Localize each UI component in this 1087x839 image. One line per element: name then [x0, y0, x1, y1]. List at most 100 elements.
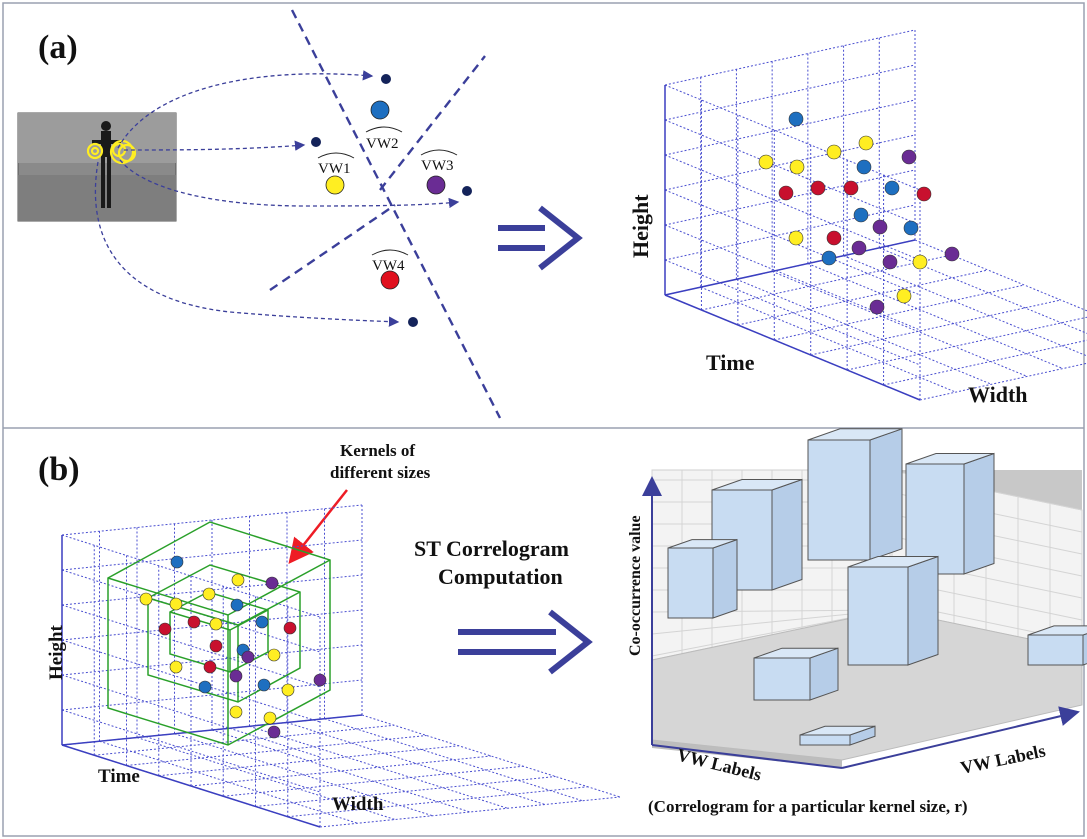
vw1-centroid [325, 175, 345, 195]
vw4-point [916, 186, 932, 202]
correlogram-z-label: Co-occurrence value [627, 515, 644, 656]
vw3-point [851, 240, 867, 256]
vw4-point [826, 230, 842, 246]
vw1-point [896, 288, 912, 304]
correlogram-y-label: VW Labels [959, 740, 1047, 777]
spatiotemporal-grid-b [61, 504, 621, 828]
correlogram-bar [1027, 625, 1087, 666]
video-frame-thumbnail [17, 112, 177, 222]
vw3-point [869, 299, 885, 315]
vw2-point [853, 207, 869, 223]
time-axis-label-a: Time [706, 350, 755, 375]
labeled-points-b [139, 555, 327, 739]
visual-word-centroids [325, 100, 446, 290]
panel-a-label: (a) [38, 29, 78, 66]
vw3-centroid [426, 175, 446, 195]
vw4-point [283, 621, 297, 635]
vw1-point [267, 648, 281, 662]
step-label-line2: Computation [438, 564, 563, 589]
transform-arrow-a [498, 205, 583, 271]
kernel-note-arrow [288, 489, 348, 564]
vw4-point [203, 660, 217, 674]
vw3-label: VW3 [421, 158, 454, 174]
vw2-point [255, 615, 269, 629]
vw1-point [139, 592, 153, 606]
width-axis-label-b: Width [332, 794, 384, 815]
vw1-point [169, 660, 183, 674]
vw1-point [789, 159, 805, 175]
vw1-point [281, 683, 295, 697]
vw3-point [267, 725, 281, 739]
vw3-point [241, 650, 255, 664]
vw3-point [229, 669, 243, 683]
correlogram-bars [667, 428, 1087, 746]
vw2-point [170, 555, 184, 569]
vw3-point [901, 149, 917, 165]
vocabulary-partition-lines [269, 9, 502, 419]
panel-b-label: (b) [38, 451, 80, 488]
vw3-point [944, 246, 960, 262]
correlogram-chart [642, 428, 1087, 769]
correlogram-caption: (Correlogram for a particular kernel siz… [648, 797, 968, 816]
spatiotemporal-grid-a [664, 29, 1087, 401]
vw4-centroid [380, 270, 400, 290]
correlogram-bar [667, 538, 738, 619]
correlogram-bar [847, 555, 939, 666]
vw1-point [209, 617, 223, 631]
height-axis-label-a: Height [628, 194, 653, 258]
kernel-large [107, 521, 331, 746]
height-axis-label-b: Height [46, 624, 67, 680]
width-axis-label-a: Width [968, 382, 1028, 407]
vw2-point [884, 180, 900, 196]
vw1-point [263, 711, 277, 725]
vw3-point [882, 254, 898, 270]
vw4-label: VW4 [372, 258, 405, 274]
vw1-point [788, 230, 804, 246]
vw1-point [758, 154, 774, 170]
vw1-point [231, 573, 245, 587]
transform-arrow-b [458, 609, 593, 675]
vw1-point [912, 254, 928, 270]
vw1-point [229, 705, 243, 719]
vw1-point [858, 135, 874, 151]
vw2-label: VW2 [366, 136, 399, 152]
vw4-point [778, 185, 794, 201]
vw3-point [872, 219, 888, 235]
y-axis-arrow [841, 706, 1080, 769]
visual-word-labels: VW2 VW1 VW3 VW4 [317, 126, 458, 274]
vw2-point [821, 250, 837, 266]
x-axis-arrow [651, 744, 843, 769]
vw1-point [169, 597, 183, 611]
correlogram-floor-front [652, 740, 842, 768]
vw4-point [209, 639, 223, 653]
kernel-boxes [107, 521, 331, 746]
vw2-point [856, 159, 872, 175]
mapping-arrows [94, 70, 460, 327]
kernel-note-line1: Kernels of [340, 441, 415, 460]
correlogram-bar [799, 725, 876, 746]
vw3-point [265, 576, 279, 590]
correlogram-bar [807, 428, 903, 561]
vw1-point [202, 587, 216, 601]
vw3-point [313, 673, 327, 687]
descriptor-points [311, 74, 472, 327]
vw4-point [158, 622, 172, 636]
correlogram-bar [753, 647, 839, 701]
vw4-point [810, 180, 826, 196]
correlogram-bar [905, 452, 995, 575]
kernel-note-line2: different sizes [330, 463, 431, 482]
vw1-label: VW1 [318, 161, 351, 177]
vw2-point [230, 598, 244, 612]
vw2-point [198, 680, 212, 694]
vw1-point [826, 144, 842, 160]
vw2-point [903, 220, 919, 236]
step-label-line1: ST Correlogram [414, 536, 569, 561]
vw2-point [788, 111, 804, 127]
vw4-point [843, 180, 859, 196]
vw2-centroid [370, 100, 390, 120]
time-axis-label-b: Time [98, 766, 140, 787]
vw4-point [187, 615, 201, 629]
labeled-points-a [758, 111, 960, 315]
vw2-point [257, 678, 271, 692]
